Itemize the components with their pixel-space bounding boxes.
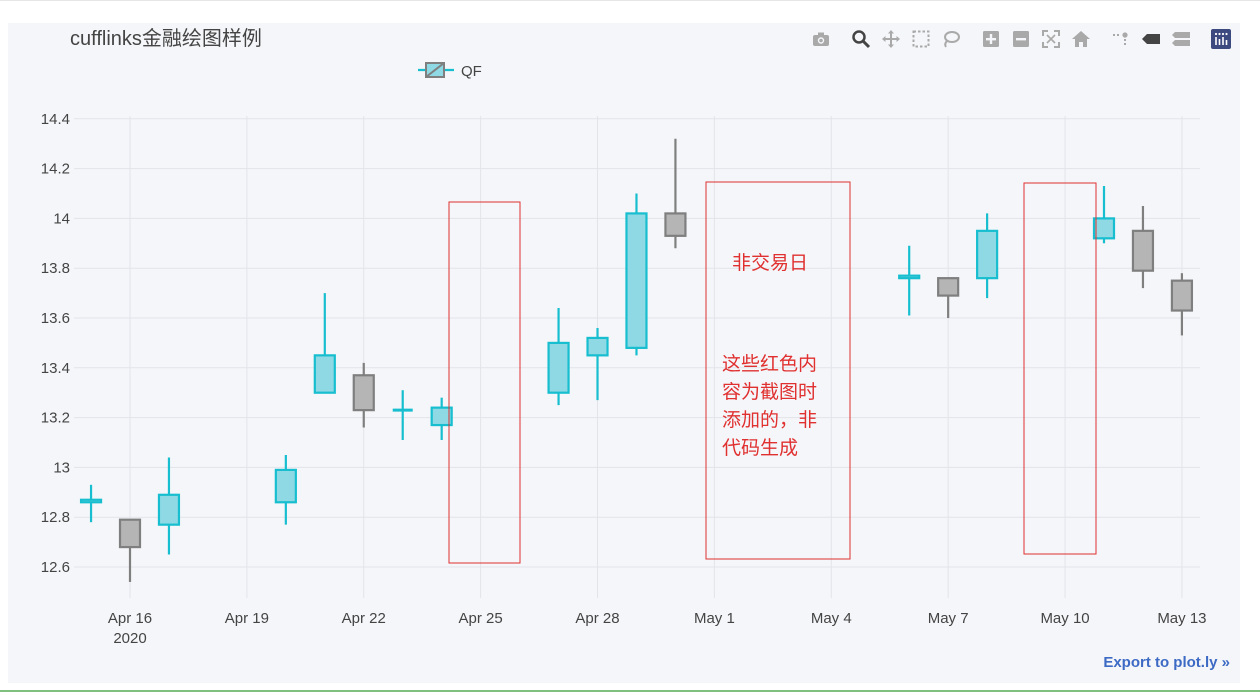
zoom-icon[interactable] [848,26,874,52]
export-to-plotly-link[interactable]: Export to plot.ly » [1103,654,1230,671]
chart-title: cufflinks金融绘图样例 [70,28,262,50]
lasso-select-icon[interactable] [938,26,964,52]
x-tick-label: Apr 19 [225,610,269,627]
legend-swatch-diagonal [425,62,445,78]
candle-body[interactable] [157,493,181,526]
x-tick-label: Apr 28 [575,610,619,627]
candle-body[interactable] [79,498,103,504]
reset-axes-icon[interactable] [1068,26,1094,52]
annotation-text-note: 容为截图时 [722,381,817,403]
plotly-logo-icon[interactable] [1208,26,1234,52]
candle-body[interactable] [664,212,687,237]
y-tick-label: 12.8 [41,509,70,526]
x-tick-label: May 7 [928,610,969,627]
bottom-border [0,690,1260,692]
candle-body[interactable] [625,212,648,349]
candle-body[interactable] [547,341,570,394]
candle-body[interactable] [898,274,921,280]
autoscale-icon[interactable] [1038,26,1064,52]
candle-body[interactable] [937,277,960,297]
annotation-box [1023,182,1097,555]
y-tick-label: 13 [53,459,70,476]
x-tick-label: Apr 25 [459,610,503,627]
candle-body[interactable] [430,406,453,427]
camera-icon[interactable] [808,26,834,52]
y-tick-label: 13.6 [41,310,70,327]
y-tick-label: 13.8 [41,260,70,277]
candle-body[interactable] [352,374,375,412]
y-tick-label: 14.2 [41,161,70,178]
y-tick-label: 12.6 [41,559,70,576]
spike-lines-icon[interactable] [1108,26,1134,52]
annotation-text-note: 这些红色内 [722,353,817,375]
top-border [0,0,1260,1]
plot-frame [8,23,1240,683]
zoom-in-icon[interactable] [978,26,1004,52]
candle-body[interactable] [586,336,609,357]
y-tick-label: 13.2 [41,410,70,427]
hover-closest-icon[interactable] [1138,26,1164,52]
candle-body[interactable] [1170,279,1194,312]
x-tick-label: Apr 22 [342,610,386,627]
pan-icon[interactable] [878,26,904,52]
annotation-text-note: 添加的，非 [722,409,817,431]
annotation-box [705,181,851,560]
candle-body[interactable] [1131,229,1155,272]
y-tick-label: 14.4 [41,111,70,128]
x-tick-label: May 1 [694,610,735,627]
annotation-text-non-trading-day: 非交易日 [732,252,808,274]
y-tick-label: 13.4 [41,360,70,377]
x-tick-label: May 4 [811,610,852,627]
legend-label[interactable]: QF [461,63,482,80]
x-tick-label: 2020 [113,630,146,647]
annotation-text-note: 代码生成 [722,437,798,459]
x-tick-label: Apr 16 [108,610,152,627]
annotation-box [448,201,521,564]
candle-body[interactable] [118,518,142,549]
candle-body[interactable] [274,468,297,504]
x-tick-label: May 13 [1157,610,1206,627]
candle-body[interactable] [1092,217,1116,240]
y-tick-label: 14 [53,210,70,227]
candle-body[interactable] [976,229,999,280]
candle-body[interactable] [313,354,336,394]
x-tick-label: May 10 [1040,610,1089,627]
zoom-out-icon[interactable] [1008,26,1034,52]
box-select-icon[interactable] [908,26,934,52]
hover-compare-icon[interactable] [1168,26,1194,52]
